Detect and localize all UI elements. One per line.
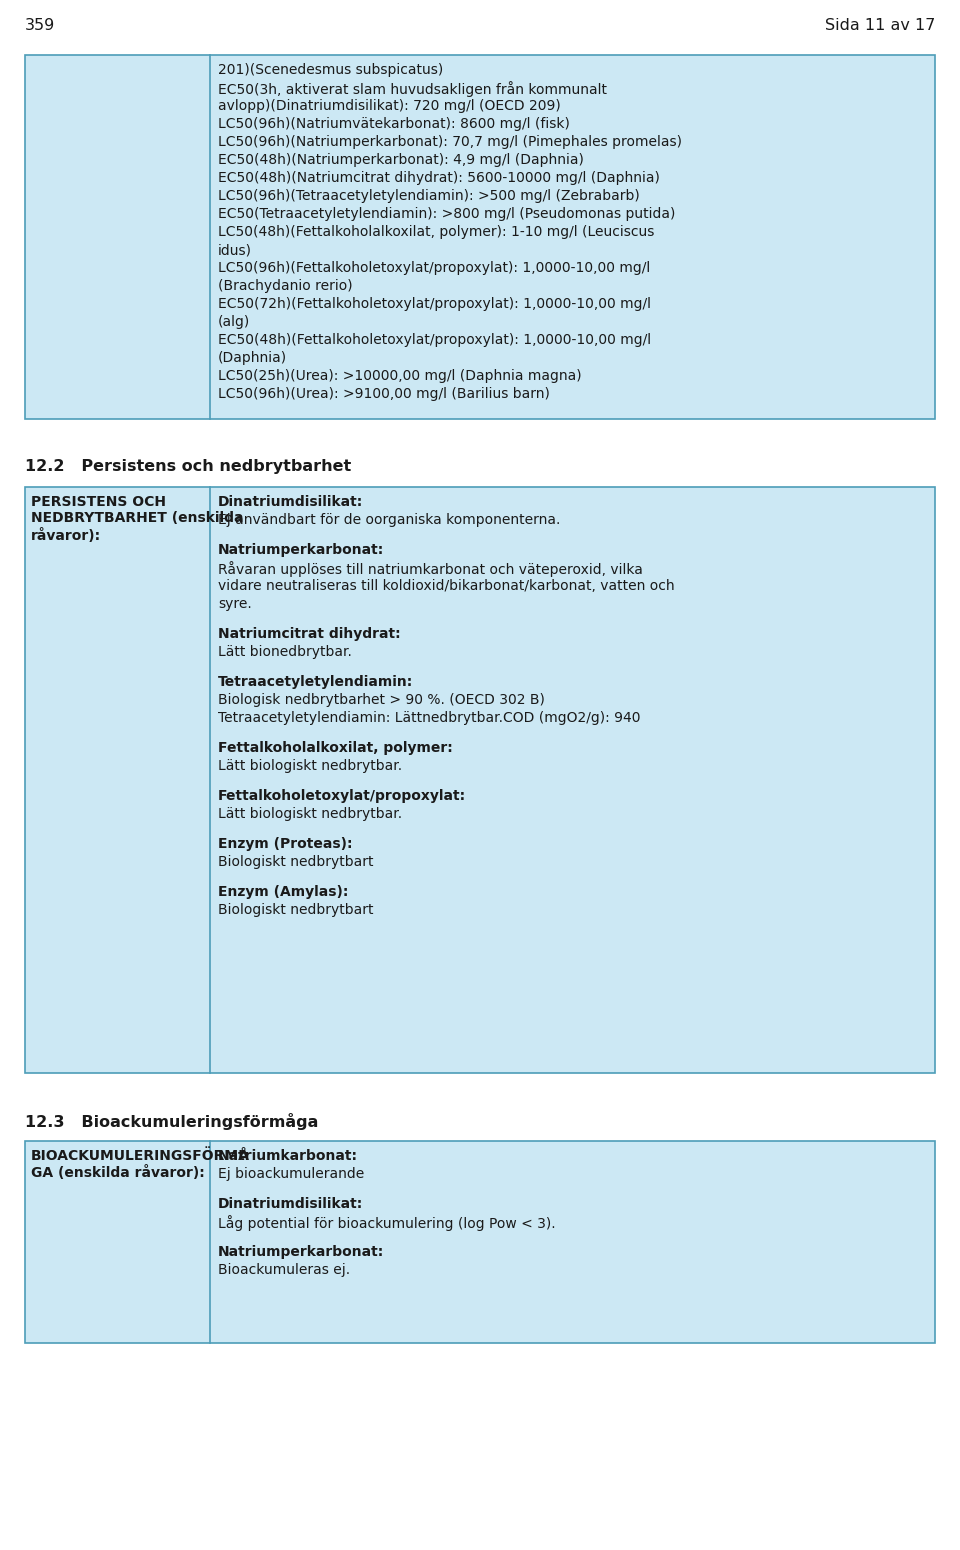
Bar [25, 487, 935, 1073]
Text: Biologiskt nedbrytbart: Biologiskt nedbrytbart [218, 856, 373, 870]
Text: Ej bioackumulerande: Ej bioackumulerande [218, 1167, 364, 1181]
Text: LC50(96h)(Tetraacetyletylendiamin): >500 mg/l (Zebrabarb): LC50(96h)(Tetraacetyletylendiamin): >500… [218, 189, 639, 203]
Text: (Brachydanio rerio): (Brachydanio rerio) [218, 279, 352, 293]
Text: LC50(96h)(Urea): >9100,00 mg/l (Barilius barn): LC50(96h)(Urea): >9100,00 mg/l (Barilius… [218, 388, 550, 401]
Text: Natriumkarbonat:: Natriumkarbonat: [218, 1149, 358, 1162]
Text: EC50(Tetraacetyletylendiamin): >800 mg/l (Pseudomonas putida): EC50(Tetraacetyletylendiamin): >800 mg/l… [218, 208, 676, 222]
Text: 12.2   Persistens och nedbrytbarhet: 12.2 Persistens och nedbrytbarhet [25, 459, 351, 474]
Text: Tetraacetyletylendiamin:: Tetraacetyletylendiamin: [218, 674, 413, 690]
Text: Sida 11 av 17: Sida 11 av 17 [825, 19, 935, 33]
Text: idus): idus) [218, 243, 252, 257]
Bar [25, 1141, 935, 1342]
Text: EC50(72h)(Fettalkoholetoxylat/propoxylat): 1,0000-10,00 mg/l: EC50(72h)(Fettalkoholetoxylat/propoxylat… [218, 298, 651, 312]
Text: 201)(Scenedesmus subspicatus): 201)(Scenedesmus subspicatus) [218, 64, 444, 78]
Text: BIOACKUMULERINGSFÖRMÅ
GA (enskilda råvaror):: BIOACKUMULERINGSFÖRMÅ GA (enskilda råvar… [31, 1149, 250, 1181]
Text: LC50(96h)(Natriumperkarbonat): 70,7 mg/l (Pimephales promelas): LC50(96h)(Natriumperkarbonat): 70,7 mg/l… [218, 135, 682, 149]
Text: LC50(25h)(Urea): >10000,00 mg/l (Daphnia magna): LC50(25h)(Urea): >10000,00 mg/l (Daphnia… [218, 369, 582, 383]
Text: Låg potential för bioackumulering (log Pow < 3).: Låg potential för bioackumulering (log P… [218, 1215, 556, 1231]
Text: EC50(48h)(Natriumcitrat dihydrat): 5600-10000 mg/l (Daphnia): EC50(48h)(Natriumcitrat dihydrat): 5600-… [218, 170, 660, 184]
Text: Natriumperkarbonat:: Natriumperkarbonat: [218, 542, 384, 556]
Text: Råvaran upplöses till natriumkarbonat och väteperoxid, vilka: Råvaran upplöses till natriumkarbonat oc… [218, 561, 643, 577]
Text: (Daphnia): (Daphnia) [218, 350, 287, 364]
Text: Natriumperkarbonat:: Natriumperkarbonat: [218, 1245, 384, 1259]
Text: Lätt biologiskt nedbrytbar.: Lätt biologiskt nedbrytbar. [218, 808, 402, 822]
Text: LC50(48h)(Fettalkoholalkoxilat, polymer): 1-10 mg/l (Leuciscus: LC50(48h)(Fettalkoholalkoxilat, polymer)… [218, 225, 655, 239]
Text: Dinatriumdisilikat:: Dinatriumdisilikat: [218, 494, 363, 508]
Text: LC50(96h)(Natriumvätekarbonat): 8600 mg/l (fisk): LC50(96h)(Natriumvätekarbonat): 8600 mg/… [218, 116, 570, 132]
Text: EC50(3h, aktiverat slam huvudsakligen från kommunalt: EC50(3h, aktiverat slam huvudsakligen fr… [218, 81, 607, 98]
Bar [25, 54, 935, 418]
Text: PERSISTENS OCH
NEDBRYTBARHET (enskilda
råvaror):: PERSISTENS OCH NEDBRYTBARHET (enskilda r… [31, 494, 244, 542]
Text: Dinatriumdisilikat:: Dinatriumdisilikat: [218, 1197, 363, 1211]
Text: EC50(48h)(Fettalkoholetoxylat/propoxylat): 1,0000-10,00 mg/l: EC50(48h)(Fettalkoholetoxylat/propoxylat… [218, 333, 651, 347]
Text: Ej användbart för de oorganiska komponenterna.: Ej användbart för de oorganiska komponen… [218, 513, 561, 527]
Text: (alg): (alg) [218, 315, 251, 329]
Text: Biologisk nedbrytbarhet > 90 %. (OECD 302 B): Biologisk nedbrytbarhet > 90 %. (OECD 30… [218, 693, 545, 707]
Text: Natriumcitrat dihydrat:: Natriumcitrat dihydrat: [218, 628, 400, 642]
Text: vidare neutraliseras till koldioxid/bikarbonat/karbonat, vatten och: vidare neutraliseras till koldioxid/bika… [218, 580, 675, 594]
Text: avlopp)(Dinatriumdisilikat): 720 mg/l (OECD 209): avlopp)(Dinatriumdisilikat): 720 mg/l (O… [218, 99, 561, 113]
Text: Enzym (Proteas):: Enzym (Proteas): [218, 837, 352, 851]
Text: 12.3   Bioackumuleringsförmåga: 12.3 Bioackumuleringsförmåga [25, 1113, 319, 1130]
Text: LC50(96h)(Fettalkoholetoxylat/propoxylat): 1,0000-10,00 mg/l: LC50(96h)(Fettalkoholetoxylat/propoxylat… [218, 260, 650, 274]
Text: syre.: syre. [218, 597, 252, 611]
Text: Lätt biologiskt nedbrytbar.: Lätt biologiskt nedbrytbar. [218, 760, 402, 773]
Text: Enzym (Amylas):: Enzym (Amylas): [218, 885, 348, 899]
Text: Tetraacetyletylendiamin: Lättnedbrytbar.COD (mgO2/g): 940: Tetraacetyletylendiamin: Lättnedbrytbar.… [218, 711, 640, 725]
Text: Fettalkoholalkoxilat, polymer:: Fettalkoholalkoxilat, polymer: [218, 741, 453, 755]
Text: Fettalkoholetoxylat/propoxylat:: Fettalkoholetoxylat/propoxylat: [218, 789, 467, 803]
Text: Bioackumuleras ej.: Bioackumuleras ej. [218, 1263, 350, 1277]
Text: 359: 359 [25, 19, 56, 33]
Text: Biologiskt nedbrytbart: Biologiskt nedbrytbart [218, 904, 373, 918]
Text: EC50(48h)(Natriumperkarbonat): 4,9 mg/l (Daphnia): EC50(48h)(Natriumperkarbonat): 4,9 mg/l … [218, 153, 584, 167]
Text: Lätt bionedbrytbar.: Lätt bionedbrytbar. [218, 645, 352, 659]
